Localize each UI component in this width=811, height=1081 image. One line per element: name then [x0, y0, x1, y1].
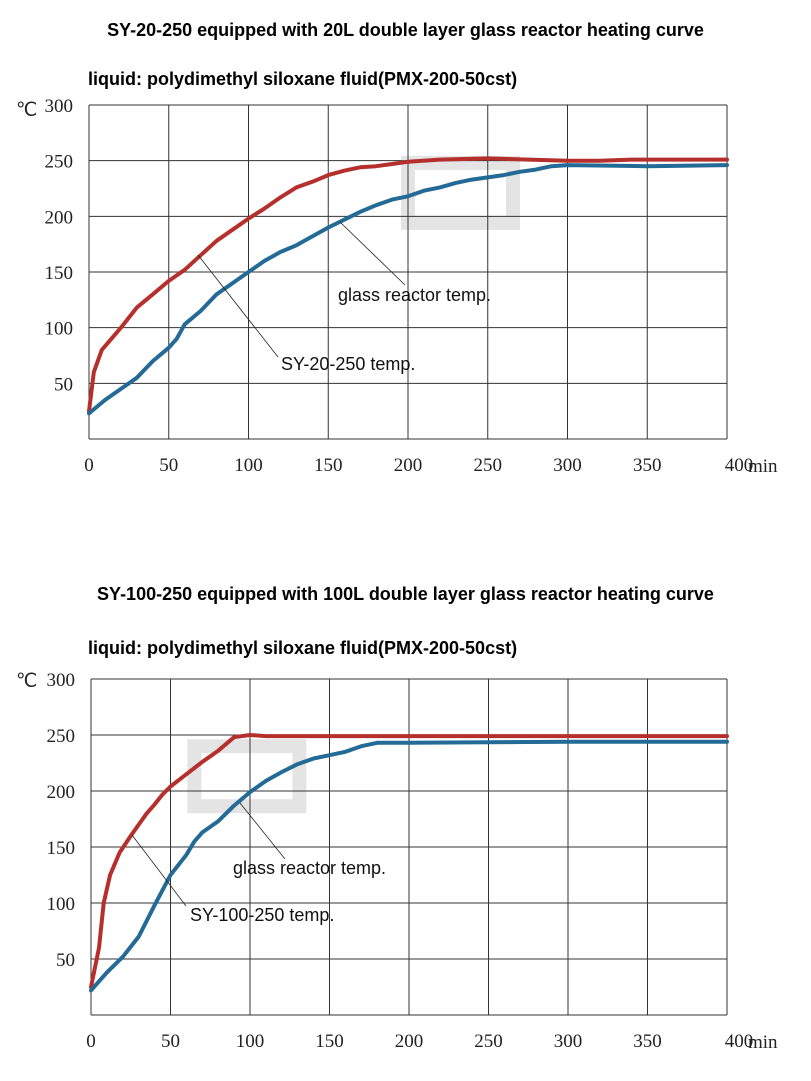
- y-tick-label: 250: [45, 152, 74, 173]
- x-tick-label: 100: [234, 455, 263, 476]
- y-tick-label: 100: [45, 319, 74, 340]
- chart-1: 0 50 100 150 200 250 300 350 400 50 100 150 200 250 30…: [16, 96, 778, 477]
- y-axis-unit: ℃: [16, 671, 37, 692]
- annotation-leader-line: [131, 834, 187, 907]
- x-tick-label: 350: [633, 455, 662, 476]
- chart1-subtitle: liquid: polydimethyl siloxane fluid(PMX-…: [88, 69, 518, 89]
- series-line-heater: [87, 156, 729, 414]
- x-tick-label: 250: [474, 455, 503, 476]
- y-axis-unit: ℃: [16, 100, 37, 121]
- x-tick-label: 150: [315, 1031, 344, 1052]
- y-tick-label: 250: [47, 726, 76, 747]
- x-tick-label: 0: [84, 455, 94, 476]
- x-tick-label: 0: [86, 1031, 96, 1052]
- series-line-reactor: [89, 739, 729, 993]
- x-axis-unit: min: [748, 1032, 778, 1053]
- chart2-subtitle: liquid: polydimethyl siloxane fluid(PMX-…: [88, 638, 518, 658]
- y-tick-label: 50: [56, 950, 75, 971]
- x-tick-label: 250: [474, 1031, 503, 1052]
- annotation-label: SY-100-250 temp.: [190, 905, 334, 925]
- chart1-title: SY-20-250 equipped with 20L double layer…: [107, 20, 704, 40]
- series-line-heater: [89, 733, 729, 989]
- annotation-label: glass reactor temp.: [233, 858, 386, 878]
- x-tick-label: 150: [314, 455, 343, 476]
- x-tick-label: 400: [725, 455, 754, 476]
- y-tick-label: 50: [54, 374, 73, 395]
- y-tick-label: 150: [47, 838, 76, 859]
- annotation-label: glass reactor temp.: [338, 285, 491, 305]
- y-tick-label: 300: [47, 670, 76, 691]
- annotation-leader-line: [197, 254, 279, 358]
- x-tick-label: 50: [159, 455, 178, 476]
- y-tick-label: 100: [47, 894, 76, 915]
- y-tick-label: 150: [45, 263, 74, 284]
- y-tick-label: 200: [45, 207, 74, 228]
- annotation-leader-line: [239, 802, 286, 860]
- annotation-label: SY-20-250 temp.: [281, 354, 415, 374]
- x-tick-label: 200: [394, 455, 423, 476]
- watermark-logo: [401, 155, 520, 230]
- x-axis-unit: min: [748, 456, 778, 477]
- x-tick-label: 100: [236, 1031, 265, 1052]
- x-tick-label: 350: [633, 1031, 662, 1052]
- x-tick-label: 300: [554, 1031, 583, 1052]
- x-tick-label: 400: [725, 1031, 754, 1052]
- x-tick-label: 300: [553, 455, 582, 476]
- chart2-title: SY-100-250 equipped with 100L double lay…: [97, 584, 714, 604]
- annotation-leader-line: [339, 221, 406, 286]
- watermark-logo: [187, 739, 307, 814]
- x-tick-label: 50: [161, 1031, 180, 1052]
- series-line-reactor: [87, 163, 729, 416]
- y-tick-label: 300: [45, 96, 74, 117]
- chart-2: 0 50 100 150 200 250 300 350 400 50 100 150 200 250 30…: [16, 670, 778, 1053]
- x-tick-label: 200: [395, 1031, 424, 1052]
- y-tick-label: 200: [47, 782, 76, 803]
